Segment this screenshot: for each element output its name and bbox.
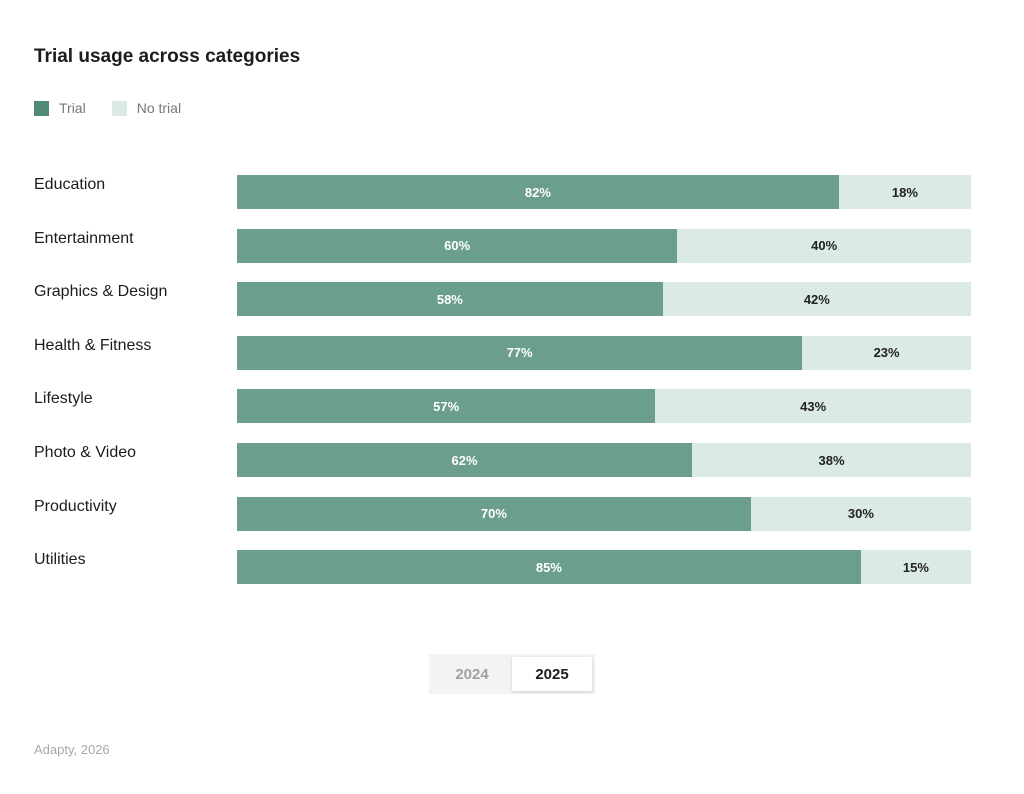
category-label: Education bbox=[34, 176, 106, 193]
bar-trial: 57% bbox=[237, 389, 656, 424]
legend-swatch-trial bbox=[34, 100, 49, 116]
legend-label-no-trial: No trial bbox=[136, 100, 182, 116]
data-label: 43% bbox=[800, 398, 827, 414]
bar-trial: 77% bbox=[237, 335, 803, 370]
data-label: 15% bbox=[902, 559, 929, 575]
bar-no-trial: 18% bbox=[838, 175, 971, 209]
bar-row: 85% 15% bbox=[237, 550, 971, 585]
data-label: 38% bbox=[818, 452, 845, 468]
data-label: 30% bbox=[847, 506, 874, 522]
bar-no-trial: 23% bbox=[802, 335, 971, 370]
data-label: 57% bbox=[433, 398, 460, 414]
year-2025-button[interactable]: 2025 bbox=[512, 657, 592, 691]
data-label: 18% bbox=[891, 184, 918, 200]
year-toggle: 2024 2025 bbox=[429, 654, 595, 694]
data-label: 40% bbox=[811, 238, 838, 254]
bar-trial: 62% bbox=[237, 443, 693, 477]
bar-trial: 85% bbox=[237, 550, 861, 585]
bar-trial: 60% bbox=[237, 228, 678, 263]
data-label: 60% bbox=[444, 238, 471, 254]
data-label: 62% bbox=[451, 452, 478, 468]
category-label: Graphics & Design bbox=[34, 283, 168, 301]
year-2024-button[interactable]: 2024 bbox=[455, 665, 489, 683]
category-label: Entertainment bbox=[34, 229, 134, 247]
bar-no-trial: 43% bbox=[655, 389, 971, 424]
category-label: Health & Fitness bbox=[34, 336, 152, 354]
bar-no-trial: 15% bbox=[860, 550, 971, 585]
legend-swatch-no-trial bbox=[111, 100, 127, 116]
category-label: Lifestyle bbox=[34, 390, 93, 408]
data-label: 23% bbox=[873, 345, 900, 361]
data-label: 42% bbox=[803, 291, 830, 307]
legend-label-trial: Trial bbox=[59, 100, 86, 116]
category-label: Productivity bbox=[34, 497, 117, 515]
legend-item-trial: Trial bbox=[34, 100, 86, 116]
data-label: 82% bbox=[524, 184, 551, 200]
bar-trial: 58% bbox=[237, 282, 663, 317]
bar-row: 60% 40% bbox=[237, 228, 971, 263]
bar-no-trial: 40% bbox=[677, 228, 971, 263]
bar-row: 70% 30% bbox=[237, 496, 971, 531]
bar-row: 82% 18% bbox=[237, 175, 971, 209]
bar-trial: 82% bbox=[237, 175, 839, 209]
data-label: 85% bbox=[535, 559, 562, 575]
legend-item-no-trial: No trial bbox=[111, 100, 182, 116]
legend: Trial No trial bbox=[34, 100, 207, 116]
data-label: 70% bbox=[480, 506, 507, 522]
source-note: Adapty, 2026 bbox=[34, 742, 110, 757]
bar-trial: 70% bbox=[237, 496, 751, 531]
bar-row: 62% 38% bbox=[237, 443, 971, 477]
bar-no-trial: 38% bbox=[692, 443, 971, 477]
chart-title: Trial usage across categories bbox=[34, 46, 301, 67]
bar-row: 57% 43% bbox=[237, 389, 971, 424]
category-label: Utilities bbox=[34, 551, 86, 569]
category-label: Photo & Video bbox=[34, 444, 137, 461]
bar-no-trial: 30% bbox=[750, 496, 971, 531]
bar-row: 58% 42% bbox=[237, 282, 971, 317]
data-label: 58% bbox=[436, 291, 463, 307]
data-label: 77% bbox=[506, 345, 533, 361]
bar-no-trial: 42% bbox=[662, 282, 971, 317]
bar-row: 77% 23% bbox=[237, 335, 971, 370]
